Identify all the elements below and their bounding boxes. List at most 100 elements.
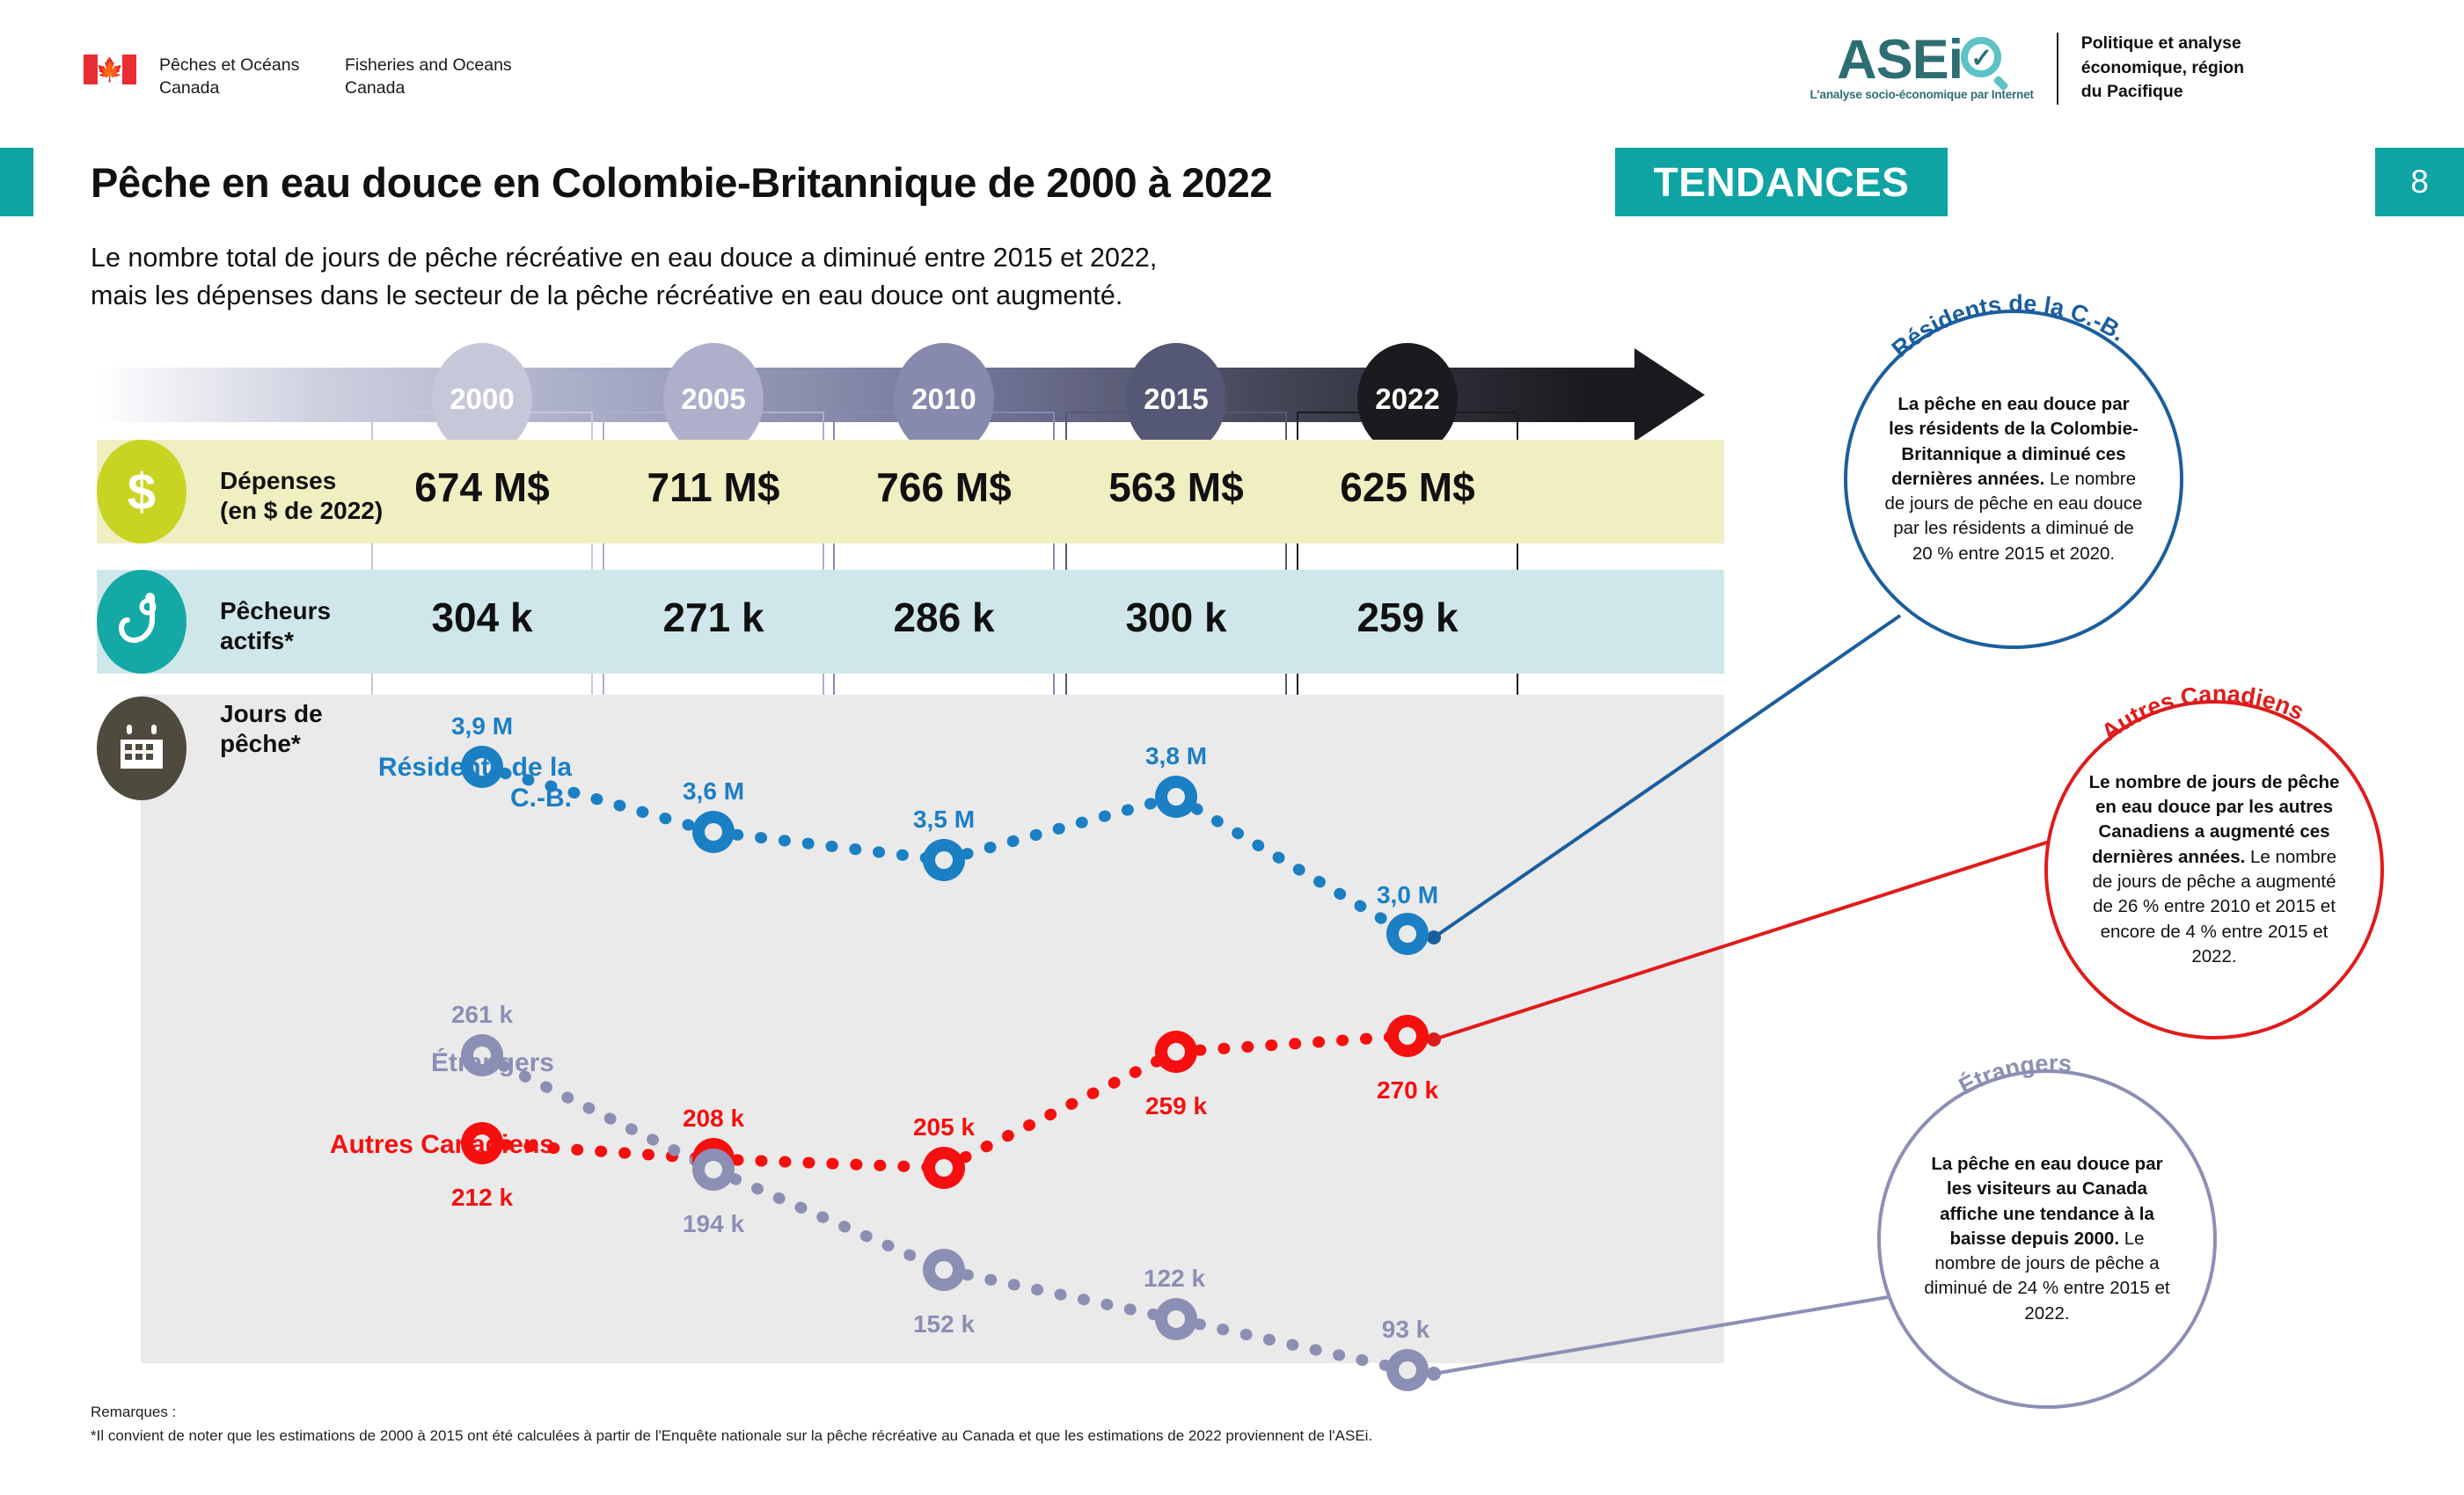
data-point-label: 208 k	[682, 1105, 745, 1132]
callout-connector-dot	[1427, 1367, 1441, 1381]
series-label-etrangers: Étrangers	[430, 1048, 554, 1077]
data-point-marker[interactable]	[692, 811, 735, 853]
row-label-jours: Jours de pêche*	[220, 700, 323, 757]
timeline-year-label: 2022	[1375, 383, 1440, 415]
page-title: Pêche en eau douce en Colombie-Britanniq…	[91, 158, 1273, 206]
data-point-marker[interactable]	[1386, 913, 1429, 955]
timeline-arrowhead-icon	[1634, 348, 1705, 441]
row-band-depenses	[97, 440, 1724, 543]
subtitle: Le nombre total de jours de pêche récréa…	[91, 243, 1158, 311]
data-point-marker[interactable]	[1386, 1349, 1429, 1391]
asei-branding: ASEi ✓ L'analyse socio-économique par In…	[1810, 32, 2244, 105]
data-point-label: 270 k	[1376, 1076, 1439, 1104]
callout-text-etrangers: La pêche en eau douce par les visiteurs …	[1924, 1154, 2170, 1324]
data-point-hole	[705, 1161, 722, 1178]
data-point-label: 3,0 M	[1376, 881, 1439, 908]
canada-flag-icon: 🍁	[84, 55, 136, 84]
timeline-year-2022[interactable]: 2022	[1357, 343, 1458, 456]
calendar-glyph	[121, 725, 163, 769]
timeline-year-label: 2000	[450, 383, 515, 415]
callout-autres-canadiens: Le nombre de jours de pêche en eau douce…	[2044, 700, 2384, 1039]
data-point-marker[interactable]	[923, 839, 965, 881]
fish-hook-icon	[97, 570, 186, 674]
calendar-icon	[97, 696, 186, 800]
data-point-marker[interactable]	[1155, 1298, 1197, 1340]
callout-text-residents: La pêche en eau douce par les résidents …	[1884, 394, 2143, 564]
notes-block: Remarques : *Il convient de noter que le…	[91, 1400, 1372, 1448]
fip-label-fr: Pêches et Océans Canada	[159, 55, 300, 98]
row-value: 674 M$	[414, 464, 550, 510]
row-value: 711 M$	[647, 464, 780, 510]
asei-department-label: Politique et analyse économique, région …	[2080, 33, 2244, 102]
magnifier-check-icon: ✓	[1959, 35, 2009, 91]
band-left-accent	[0, 148, 33, 216]
row-value: 625 M$	[1340, 464, 1475, 510]
callout-residents: La pêche en eau douce par les résidents …	[1844, 310, 2183, 649]
asei-tagline: L'analyse socio-économique par Internet	[1810, 88, 2034, 102]
data-point-hole	[473, 1046, 491, 1064]
data-point-marker[interactable]	[461, 1122, 503, 1164]
federal-identity-program: 🍁 Pêches et Océans Canada Fisheries and …	[84, 55, 547, 100]
data-point-label: 122 k	[1143, 1265, 1206, 1292]
data-point-label: 259 k	[1144, 1092, 1208, 1119]
section-tag: TENDANCES	[1615, 148, 1948, 216]
row-value: 286 k	[893, 594, 995, 640]
timeline-year-2005[interactable]: 2005	[663, 343, 764, 456]
data-point-label: 152 k	[912, 1310, 976, 1338]
data-point-hole	[1399, 925, 1416, 943]
row-label-depenses: Dépenses (en $ de 2022)	[220, 467, 384, 524]
row-value: 271 k	[662, 594, 764, 640]
row-value: 259 k	[1356, 594, 1459, 640]
data-point-label: 205 k	[912, 1113, 976, 1141]
series-label-residents: Résidents de la C.-B.	[377, 753, 572, 813]
data-point-hole	[1399, 1361, 1416, 1379]
notes-line-1: *Il convient de noter que les estimation…	[91, 1427, 1373, 1445]
data-point-marker[interactable]	[1386, 1015, 1429, 1057]
data-point-hole	[935, 1159, 953, 1177]
data-point-label: 261 k	[450, 1001, 514, 1028]
asei-wordmark: ASEi	[1837, 28, 1963, 91]
data-point-marker[interactable]	[923, 1147, 965, 1189]
data-point-label: 3,8 M	[1144, 742, 1208, 769]
row-value: 766 M$	[876, 464, 1012, 510]
data-point-marker[interactable]	[461, 746, 503, 788]
timeline-year-label: 2010	[911, 383, 976, 415]
data-point-hole	[705, 823, 722, 841]
timeline-year-2010[interactable]: 2010	[894, 343, 994, 456]
data-point-hole	[473, 1134, 491, 1152]
series-label-autres-canadiens: Autres Canadiens	[329, 1130, 554, 1159]
data-point-label: 3,6 M	[682, 777, 745, 805]
row-value: 563 M$	[1108, 464, 1244, 510]
data-point-marker[interactable]	[1155, 776, 1197, 818]
timeline-year-2000[interactable]: 2000	[432, 343, 532, 456]
data-point-hole	[473, 758, 491, 776]
data-point-marker[interactable]	[461, 1034, 503, 1076]
data-point-label: 212 k	[450, 1184, 514, 1211]
data-point-hole	[1167, 1310, 1185, 1328]
page-number-badge: 8	[2375, 148, 2464, 216]
callout-text-autres-canadiens: Le nombre de jours de pêche en eau douce…	[2088, 771, 2340, 966]
row-value: 304 k	[431, 594, 533, 640]
dollar-icon: $	[97, 440, 186, 543]
asei-logo: ASEi ✓ L'analyse socio-économique par In…	[1810, 28, 2034, 102]
data-point-label: 194 k	[682, 1210, 745, 1237]
fish-hook-glyph	[119, 593, 157, 644]
row-label-pecheurs: Pêcheurs actifs*	[220, 597, 332, 654]
row-value: 300 k	[1125, 594, 1227, 640]
data-point-hole	[935, 851, 953, 869]
data-point-hole	[935, 1261, 953, 1279]
data-point-hole	[1399, 1027, 1416, 1045]
timeline-year-label: 2005	[681, 383, 746, 415]
timeline-year-2015[interactable]: 2015	[1126, 343, 1226, 456]
notes-heading: Remarques :	[91, 1404, 177, 1420]
timeline-year-label: 2015	[1144, 383, 1209, 415]
data-point-marker[interactable]	[692, 1149, 735, 1191]
data-point-label: 93 k	[1381, 1316, 1430, 1343]
data-point-hole	[1167, 1043, 1185, 1061]
fip-label-en: Fisheries and Oceans Canada	[345, 55, 512, 98]
vertical-divider	[2056, 32, 2058, 105]
data-point-marker[interactable]	[923, 1249, 965, 1291]
data-point-hole	[1167, 788, 1185, 806]
data-point-label: 3,9 M	[450, 712, 514, 740]
data-point-marker[interactable]	[1155, 1031, 1197, 1073]
